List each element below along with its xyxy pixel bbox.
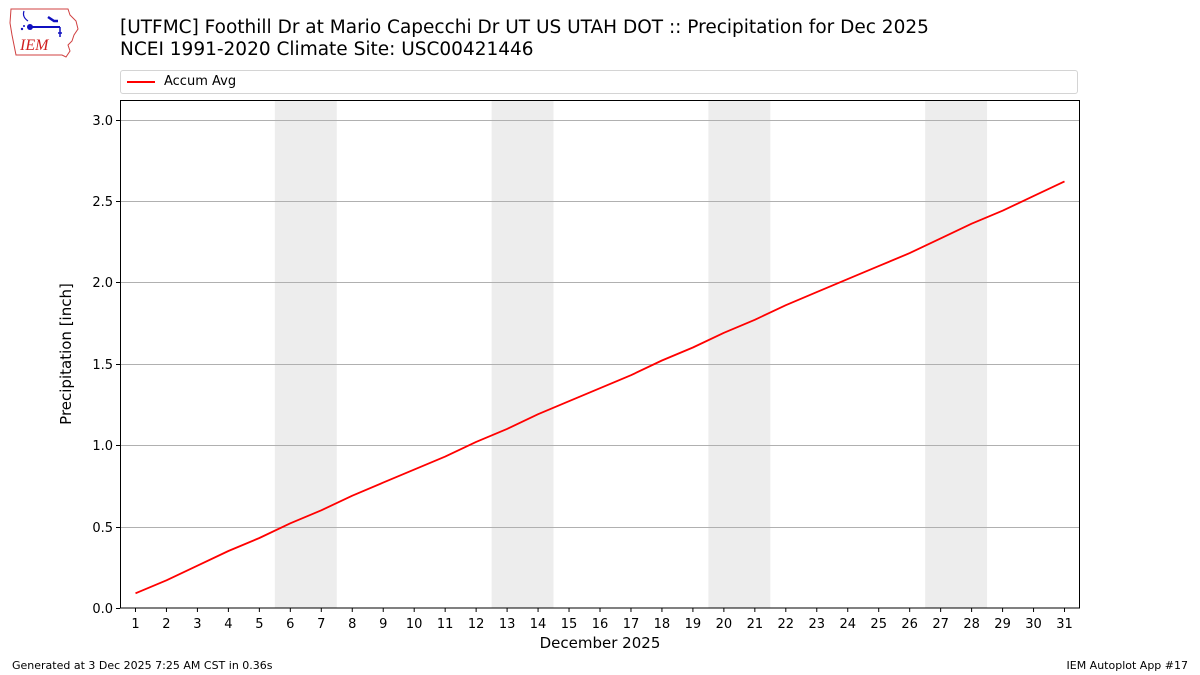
x-tick-label: 12 <box>468 617 485 632</box>
x-tick-label: 26 <box>901 617 918 632</box>
x-tick-label: 1 <box>131 617 139 632</box>
x-tick-label: 13 <box>499 617 516 632</box>
x-tick-label: 4 <box>224 617 232 632</box>
weekend-band <box>708 100 771 608</box>
x-tick-label: 18 <box>654 617 671 632</box>
weekend-band <box>491 100 554 608</box>
y-tick-label: 0.5 <box>92 521 113 536</box>
x-tick-label: 11 <box>437 617 454 632</box>
x-tick-label: 21 <box>747 617 764 632</box>
x-tick-label: 9 <box>379 617 387 632</box>
title-line-1: [UTFMC] Foothill Dr at Mario Capecchi Dr… <box>120 17 929 38</box>
x-tick-label: 17 <box>623 617 640 632</box>
weekend-band <box>925 100 988 608</box>
x-tick-label: 15 <box>561 617 578 632</box>
y-axis-ticks: 0.0 0.5 1.0 1.5 2.0 2.5 3.0 <box>92 114 120 617</box>
y-tick-label: 0.0 <box>92 602 113 617</box>
y-axis-label: Precipitation [inch] <box>57 283 75 425</box>
app-credit: IEM Autoplot App #17 <box>1066 659 1189 672</box>
x-tick-label: 3 <box>193 617 201 632</box>
legend: Accum Avg <box>120 70 1078 94</box>
x-tick-label: 24 <box>839 617 856 632</box>
y-tick-label: 2.0 <box>92 276 113 291</box>
legend-swatch-accum-avg <box>127 81 155 83</box>
legend-label-accum-avg: Accum Avg <box>164 74 237 89</box>
x-tick-label: 22 <box>778 617 795 632</box>
x-tick-label: 20 <box>716 617 733 632</box>
data-series <box>135 180 1065 595</box>
x-tick-label: 19 <box>685 617 702 632</box>
x-tick-label: 5 <box>255 617 263 632</box>
x-tick-label: 28 <box>963 617 980 632</box>
x-axis-label: December 2025 <box>539 634 661 652</box>
x-tick-label: 16 <box>592 617 609 632</box>
weekend-band <box>274 100 337 608</box>
x-tick-label: 29 <box>994 617 1011 632</box>
weather-station-icon <box>20 10 62 37</box>
x-tick-label: 8 <box>348 617 356 632</box>
y-tick-label: 3.0 <box>92 114 113 129</box>
x-tick-label: 30 <box>1025 617 1042 632</box>
x-tick-label: 31 <box>1056 617 1073 632</box>
chart-title: [UTFMC] Foothill Dr at Mario Capecchi Dr… <box>120 17 929 61</box>
weekend-bands <box>274 100 988 608</box>
x-tick-label: 23 <box>809 617 826 632</box>
iem-logo: IEM <box>9 8 79 58</box>
x-tick-label: 27 <box>932 617 949 632</box>
title-line-2: NCEI 1991-2020 Climate Site: USC00421446 <box>120 39 534 60</box>
y-tick-label: 1.0 <box>92 439 113 454</box>
y-tick-label: 1.5 <box>92 358 113 373</box>
x-tick-label: 7 <box>317 617 325 632</box>
y-tick-label: 2.5 <box>92 195 113 210</box>
x-tick-label: 10 <box>406 617 423 632</box>
x-tick-label: 6 <box>286 617 294 632</box>
line-accum-avg <box>135 180 1065 595</box>
generated-timestamp: Generated at 3 Dec 2025 7:25 AM CST in 0… <box>12 659 273 672</box>
x-tick-label: 2 <box>162 617 170 632</box>
x-tick-label: 14 <box>530 617 547 632</box>
x-tick-label: 25 <box>870 617 887 632</box>
x-axis-ticks: 1 2 3 4 5 6 7 8 9 10 11 12 13 14 15 16 17 18 19 20 21 22 23 24 2… <box>131 608 1073 632</box>
logo-text: IEM <box>19 37 50 54</box>
